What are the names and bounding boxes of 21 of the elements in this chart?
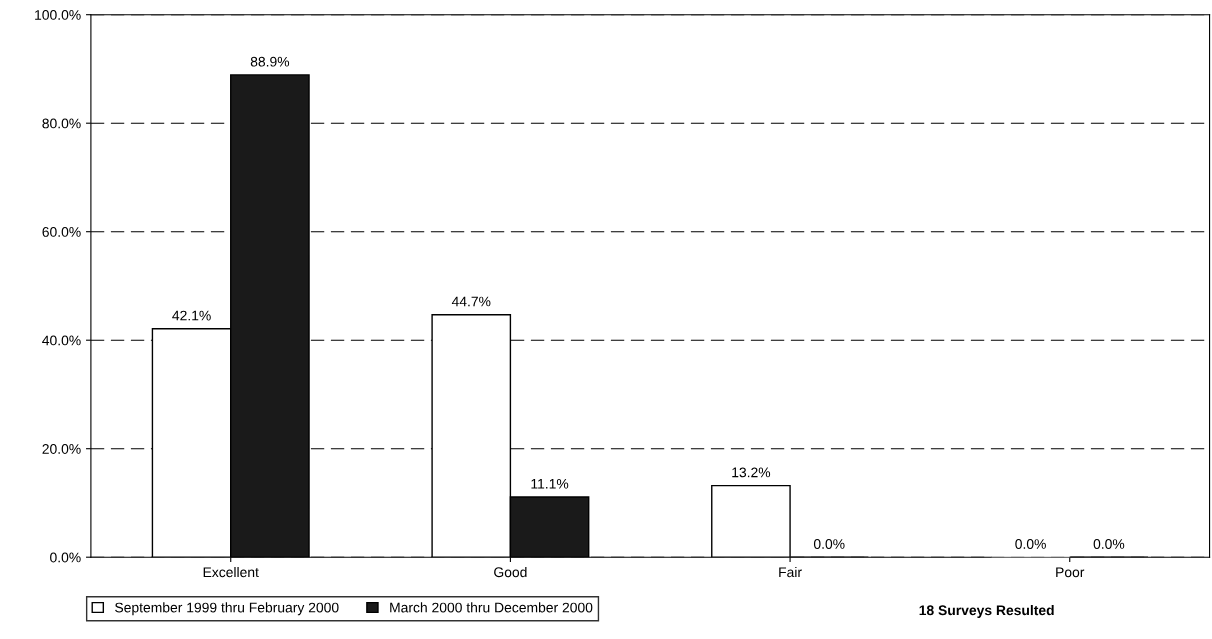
y-tick-label: 100.0% [35, 10, 81, 20]
y-tick-label: 20.0% [42, 444, 81, 454]
x-tick-label: Excellent [203, 566, 259, 578]
y-tick-label: 0.0% [50, 552, 81, 563]
x-tick-label: Good [494, 566, 527, 578]
x-tick-label: Fair [779, 566, 802, 578]
y-tick-label: 60.0% [42, 227, 81, 237]
data-label: 13.2% [732, 467, 771, 478]
text: 18 Surveys Resulted [919, 604, 1054, 618]
data-label: 0.0% [813, 539, 845, 549]
y-tick-label: 80.0% [42, 118, 81, 129]
data-label: 88.9% [250, 56, 290, 67]
data-label: 11.1% [531, 478, 569, 489]
data-label: 42.1% [172, 310, 211, 321]
legend-label: September 1999 thru February 2000 [115, 602, 339, 616]
legend-label: March 2000 thru December 2000 [390, 602, 593, 613]
x-tick-label: Poor [1056, 567, 1085, 578]
data-label: 44.7% [451, 296, 491, 307]
y-tick-label: 40.0% [42, 335, 81, 346]
data-label: 0.0% [1093, 539, 1125, 549]
data-label: 0.0% [1015, 539, 1046, 549]
